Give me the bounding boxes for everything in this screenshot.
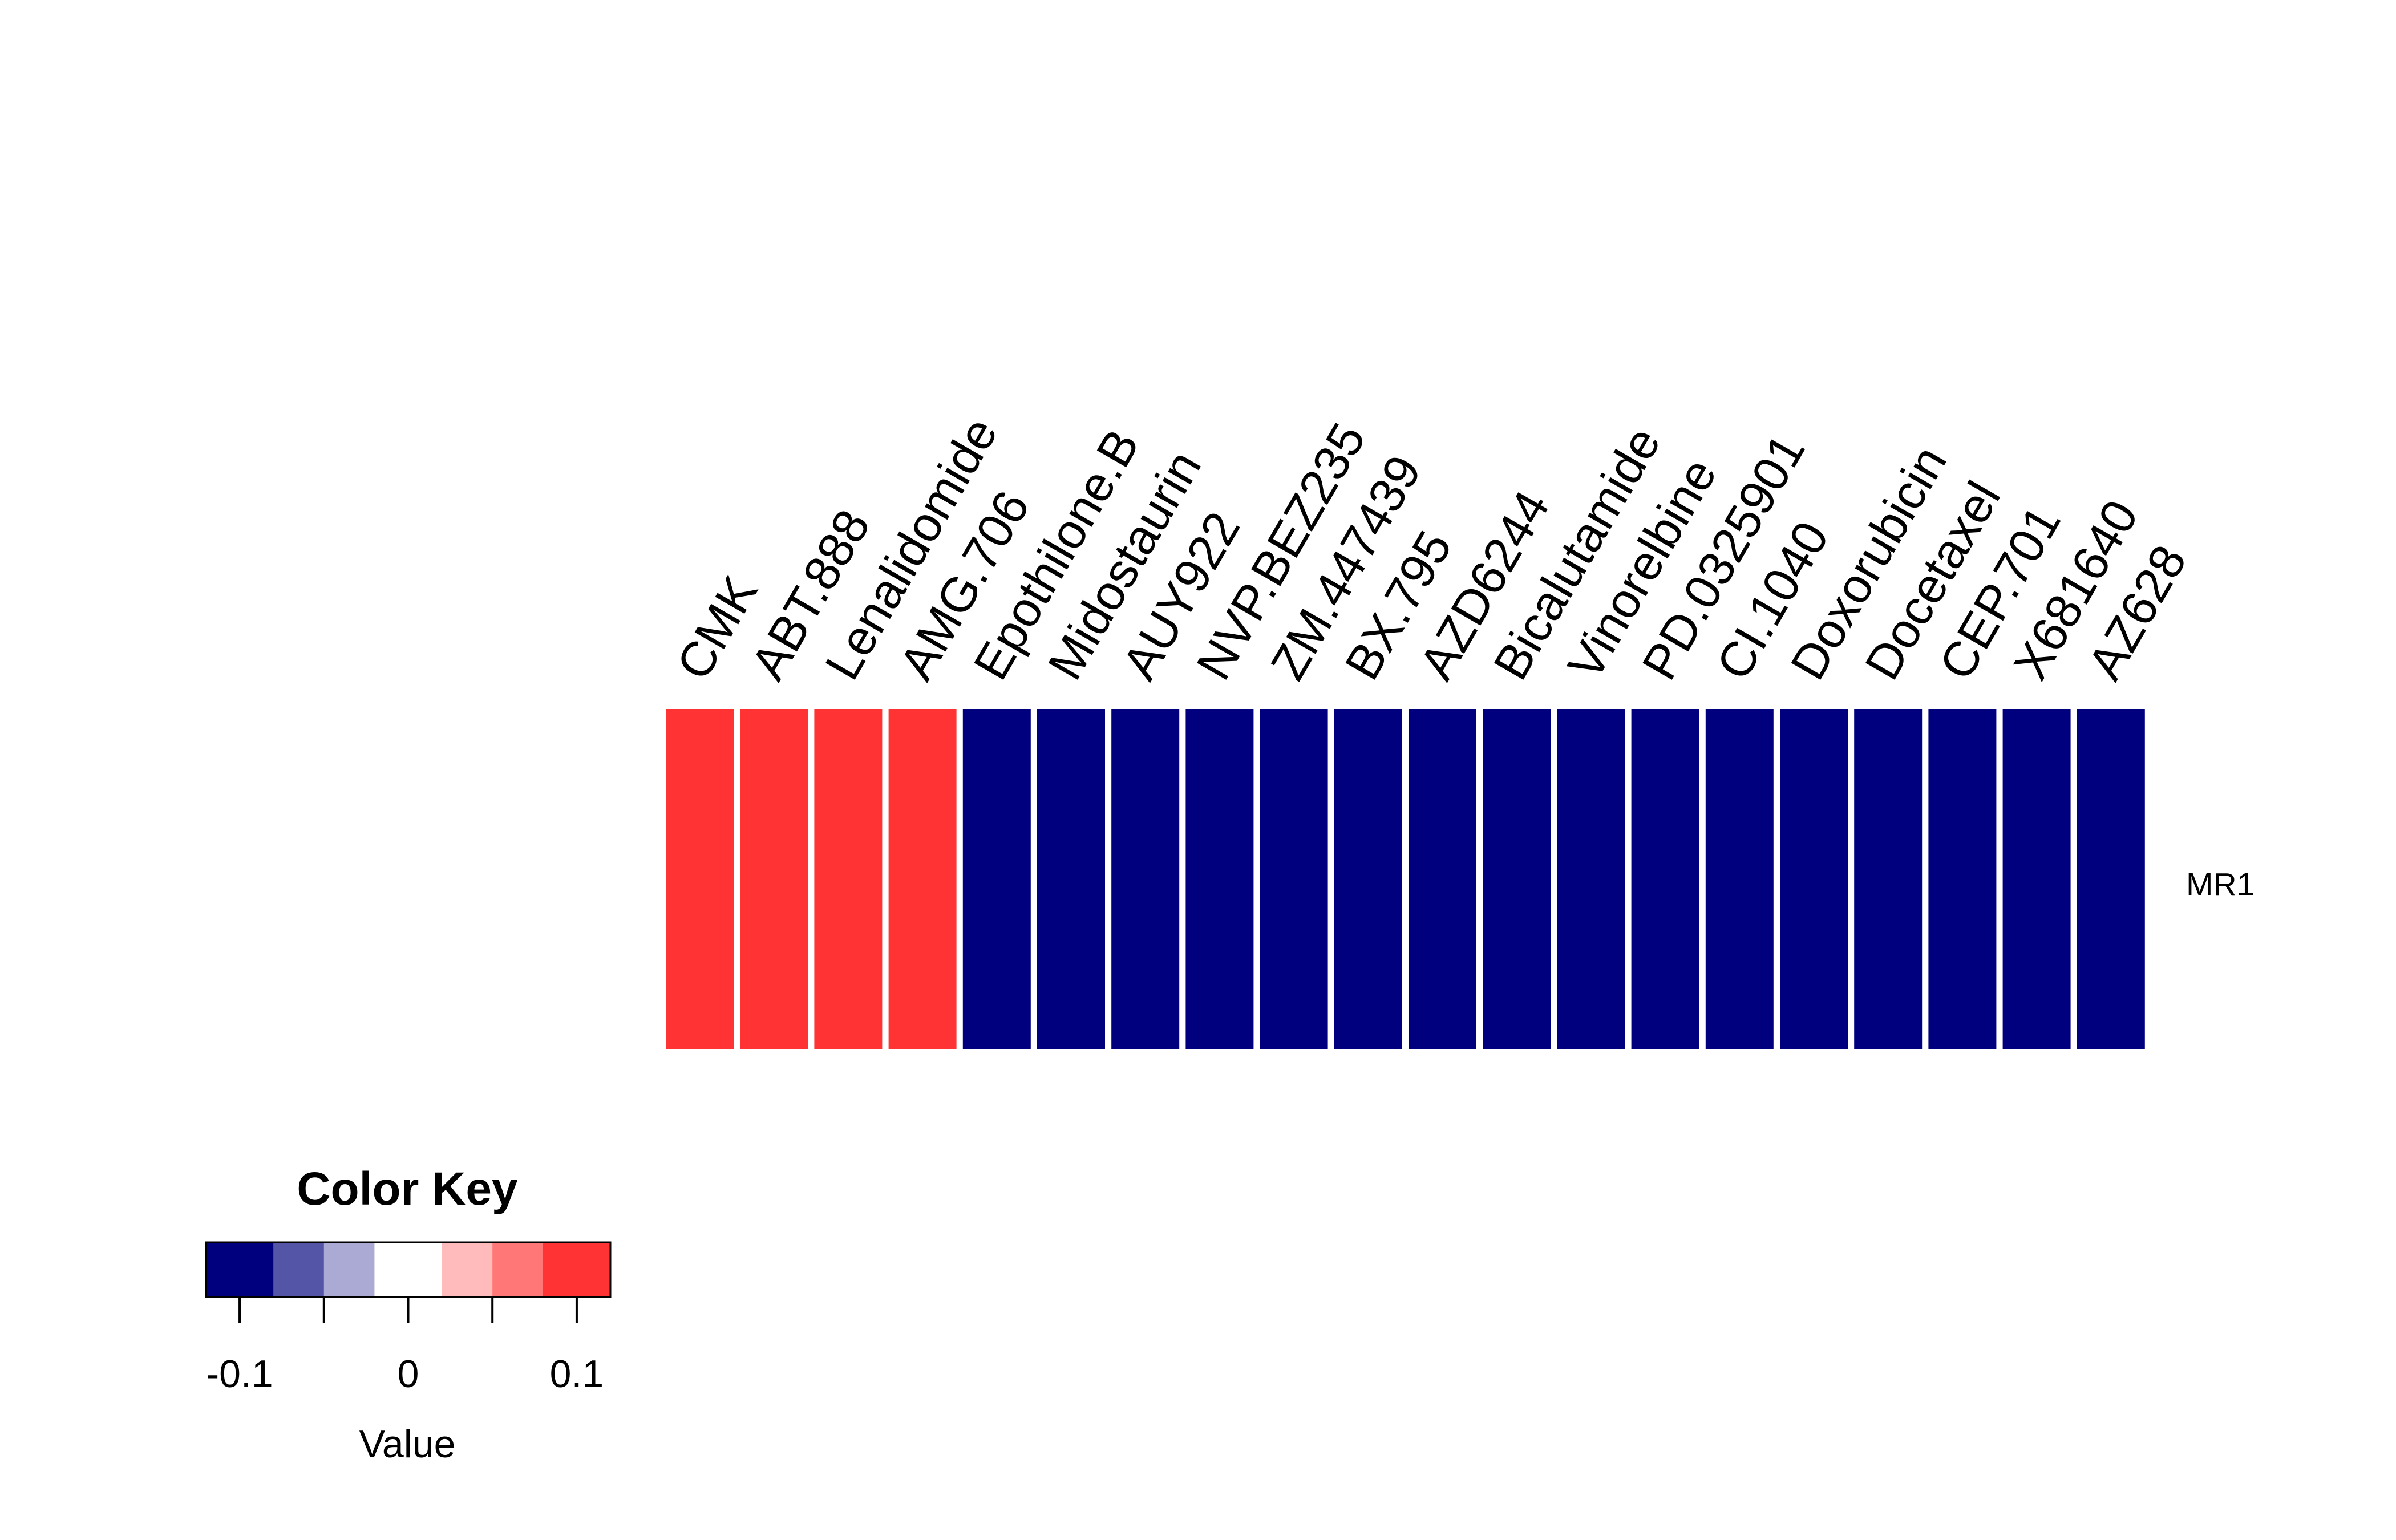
heatmap-cells	[666, 709, 2145, 1049]
heatmap-cell	[814, 709, 883, 1049]
heatmap-cell	[1854, 709, 1923, 1049]
color-key-bin	[323, 1242, 375, 1297]
row-label: MR1	[2186, 866, 2255, 903]
column-label: CMK	[666, 567, 768, 689]
heatmap-cell	[1334, 709, 1402, 1049]
color-key-bin	[374, 1242, 443, 1297]
heatmap-cell	[740, 709, 808, 1049]
heatmap-cell	[1631, 709, 1699, 1049]
heatmap-cell	[1780, 709, 1848, 1049]
color-key-bin	[543, 1242, 611, 1297]
heatmap-cell	[666, 709, 734, 1049]
heatmap-cell	[1111, 709, 1180, 1049]
color-key-bin	[442, 1242, 493, 1297]
color-key-ticks: -0.1 0 0.1	[206, 1296, 604, 1396]
heatmap-cell	[1409, 709, 1476, 1049]
color-key-title: Color Key	[297, 1163, 518, 1215]
color-key: Color Key -0.1 0 0.1 Value	[205, 1163, 612, 1466]
color-key-bin	[492, 1242, 544, 1297]
heatmap-cell	[1185, 709, 1254, 1049]
color-key-xlabel: Value	[359, 1423, 456, 1466]
heatmap-cell	[1260, 709, 1328, 1049]
heatmap-cell	[1483, 709, 1551, 1049]
column-labels: CMKABT.888LenalidomideAMG.706Epothilone.…	[666, 408, 2197, 688]
heatmap-cell	[962, 709, 1031, 1049]
heatmap-cell	[1037, 709, 1105, 1049]
color-key-tick-label: 0	[398, 1352, 419, 1396]
color-key-bin	[273, 1242, 325, 1297]
color-key-tick-label: 0.1	[550, 1352, 604, 1396]
color-key-bins	[206, 1242, 611, 1297]
heatmap-cell	[1557, 709, 1625, 1049]
heatmap-cell	[888, 709, 957, 1049]
heatmap-cell	[1705, 709, 1774, 1049]
heatmap-cell	[2002, 709, 2071, 1049]
color-key-tick-label: -0.1	[206, 1352, 273, 1396]
heatmap-cell	[1928, 709, 1997, 1049]
color-key-bin	[206, 1242, 274, 1297]
heatmap-cell	[2077, 709, 2145, 1049]
